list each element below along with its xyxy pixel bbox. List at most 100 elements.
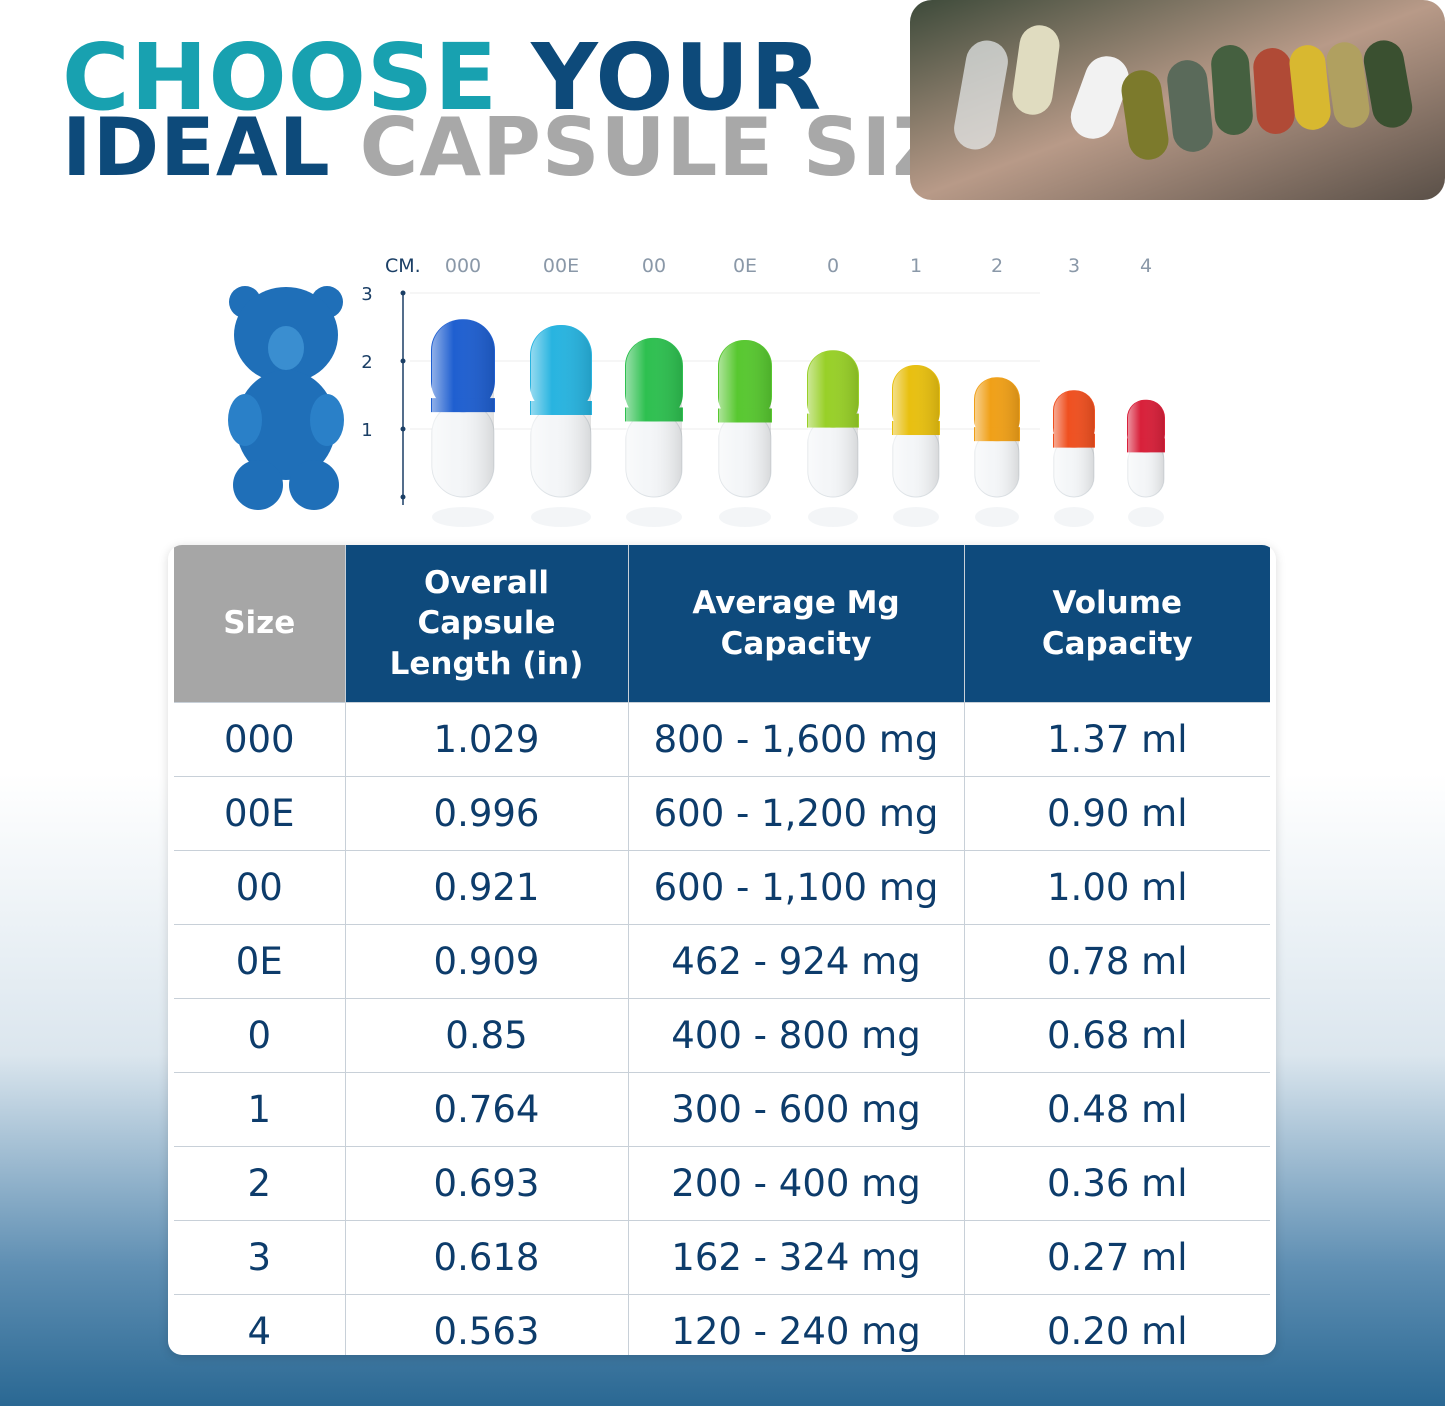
capsule	[1053, 390, 1095, 527]
table-row: 0 0.85 400 - 800 mg 0.68 ml	[174, 998, 1270, 1073]
scale-tick-label: 1	[361, 420, 372, 441]
table-cell: 0.48 ml	[963, 1072, 1270, 1147]
capsule-reflection	[719, 507, 771, 527]
table-cell: 0.563	[344, 1294, 628, 1355]
capsule-reflection	[975, 507, 1019, 527]
header-cell: Size	[174, 545, 345, 703]
table-cell: 0.20 ml	[963, 1294, 1270, 1355]
scale-tick-label: 3	[361, 284, 372, 305]
table-cell: 3	[174, 1220, 345, 1295]
table-cell: 0.90 ml	[963, 776, 1270, 851]
table-cell: 0.764	[344, 1072, 628, 1147]
capsule	[807, 350, 859, 527]
table-cell: 0.78 ml	[963, 924, 1270, 999]
size-label: 3	[1068, 255, 1080, 277]
capsule-reflection	[1054, 507, 1094, 527]
capsule-reflection	[626, 507, 682, 527]
capsule-shine	[719, 339, 771, 497]
table: Size Overall Capsule Length (in) Average M…	[174, 545, 1270, 1355]
table-cell: 0E	[174, 924, 345, 999]
table-cell: 2	[174, 1146, 345, 1221]
capsule-shine	[975, 377, 1019, 497]
capsule	[974, 377, 1020, 527]
table-cell: 00	[174, 850, 345, 925]
header-cell: Average Mg Capacity	[627, 545, 964, 703]
table-cell: 300 - 600 mg	[627, 1072, 964, 1147]
table-cell: 0.68 ml	[963, 998, 1270, 1073]
table-cell: 462 - 924 mg	[627, 924, 964, 999]
capsule	[625, 337, 683, 527]
table-cell: 00E	[174, 776, 345, 851]
capsule-shine	[893, 365, 939, 497]
capsule-shine	[1128, 399, 1164, 497]
size-label: 00	[642, 255, 666, 277]
capsule-shine	[626, 337, 682, 497]
table-cell: 0.618	[344, 1220, 628, 1295]
title-word: CHOOSE	[62, 24, 499, 131]
table-row: 0E 0.909 462 - 924 mg 0.78 ml	[174, 924, 1270, 999]
title-word: IDEAL	[62, 101, 331, 194]
capsule-reflection	[1128, 507, 1164, 527]
scale-dot	[400, 494, 406, 500]
capsule-reflection	[432, 507, 494, 527]
scale-unit: CM.	[385, 255, 421, 277]
table-cell: 1.029	[344, 702, 628, 777]
scale-dot	[400, 426, 406, 432]
capsule	[530, 324, 592, 527]
table-cell: 0	[174, 998, 345, 1073]
title-line-1: CHOOSE YOUR	[62, 32, 822, 124]
table-cell: 0.693	[344, 1146, 628, 1221]
table-cell: 1	[174, 1072, 345, 1147]
capsule-shine	[808, 350, 858, 497]
table-cell: 0.996	[344, 776, 628, 851]
table-cell: 0.27 ml	[963, 1220, 1270, 1295]
table-row: 1 0.764 300 - 600 mg 0.48 ml	[174, 1072, 1270, 1147]
capsule-reflection	[808, 507, 858, 527]
capsule	[431, 319, 495, 527]
table-row: 000 1.029 800 - 1,600 mg 1.37 ml	[174, 702, 1270, 777]
table-cell: 800 - 1,600 mg	[627, 702, 964, 777]
capsule-reflection	[531, 507, 591, 527]
size-label: 2	[991, 255, 1003, 277]
table-cell: 1.37 ml	[963, 702, 1270, 777]
scale-dot	[400, 290, 406, 296]
size-label: 000	[445, 255, 481, 277]
table-row: 3 0.618 162 - 324 mg 0.27 ml	[174, 1220, 1270, 1295]
header-cell: Overall Capsule Length (in)	[344, 545, 628, 703]
table-cell: 120 - 240 mg	[627, 1294, 964, 1355]
size-label: 1	[910, 255, 922, 277]
size-label: 0	[827, 255, 839, 277]
photo-capsules	[954, 25, 1413, 160]
table-row: 2 0.693 200 - 400 mg 0.36 ml	[174, 1146, 1270, 1221]
table-cell: 1.00 ml	[963, 850, 1270, 925]
capsule	[892, 365, 940, 527]
gummy-bear	[228, 286, 344, 510]
scale-tick-label: 2	[361, 352, 372, 373]
title-word: YOUR	[531, 24, 823, 131]
header-row: Size Overall Capsule Length (in) Average M…	[174, 545, 1270, 703]
table-cell: 162 - 324 mg	[627, 1220, 964, 1295]
table-cell: 400 - 800 mg	[627, 998, 964, 1073]
capsule	[1127, 399, 1165, 527]
capsule-reflection	[893, 507, 939, 527]
table-cell: 4	[174, 1294, 345, 1355]
capsule-shine	[1054, 390, 1094, 497]
table-cell: 000	[174, 702, 345, 777]
size-label: 0E	[733, 255, 757, 277]
table-row: 00E 0.996 600 - 1,200 mg 0.90 ml	[174, 776, 1270, 851]
illustration: CM. 3 2 1 000 00E 00 0E 0 1 2 3 4	[228, 0, 1445, 527]
capsule-shine	[432, 319, 494, 497]
table-cell: 0.909	[344, 924, 628, 999]
capsule-shine	[531, 324, 591, 497]
header-cell: Volume Capacity	[963, 545, 1270, 703]
size-label: 4	[1140, 255, 1152, 277]
table-row: 4 0.563 120 - 240 mg 0.20 ml	[174, 1294, 1270, 1355]
table-row: 00 0.921 600 - 1,100 mg 1.00 ml	[174, 850, 1270, 925]
table-cell: 0.921	[344, 850, 628, 925]
size-table: Size Overall Capsule Length (in) Average M…	[168, 545, 1276, 1355]
table-cell: 600 - 1,200 mg	[627, 776, 964, 851]
table-cell: 200 - 400 mg	[627, 1146, 964, 1221]
capsule	[718, 339, 772, 527]
table-cell: 0.85	[344, 998, 628, 1073]
